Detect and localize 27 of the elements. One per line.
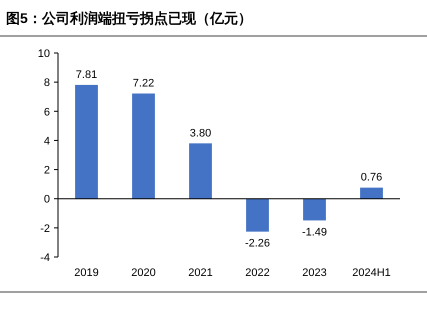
bar — [303, 198, 326, 220]
bar — [75, 84, 98, 199]
data-label: 0.76 — [360, 172, 382, 184]
y-tick-label: 8 — [44, 77, 50, 90]
x-tick-label: 2019 — [74, 267, 99, 279]
data-label: 3.80 — [190, 127, 212, 140]
bar — [132, 94, 155, 199]
x-tick-label: 2021 — [188, 267, 213, 279]
x-tick-label: 2023 — [302, 267, 327, 279]
x-tick-label: 2020 — [131, 267, 156, 279]
y-tick-label: 2 — [44, 164, 50, 177]
y-tick-label: 6 — [44, 106, 50, 118]
data-label: -1.49 — [302, 226, 328, 238]
chart-title: 图5：公司利润端扭亏拐点已现（亿元） — [6, 10, 252, 26]
bar — [189, 143, 212, 199]
bar — [360, 188, 383, 199]
x-tick-label: 2024H1 — [352, 267, 391, 279]
bar — [246, 198, 269, 232]
y-tick-label: 0 — [44, 194, 50, 206]
data-label: 7.22 — [132, 78, 154, 90]
y-tick-label: 10 — [38, 48, 50, 60]
data-label: -2.26 — [244, 238, 270, 250]
y-tick-label: -2 — [40, 222, 50, 235]
data-label: 7.81 — [76, 68, 98, 81]
y-tick-label: -4 — [40, 252, 50, 264]
x-tick-label: 2022 — [245, 267, 270, 279]
y-tick-label: 4 — [44, 135, 50, 148]
